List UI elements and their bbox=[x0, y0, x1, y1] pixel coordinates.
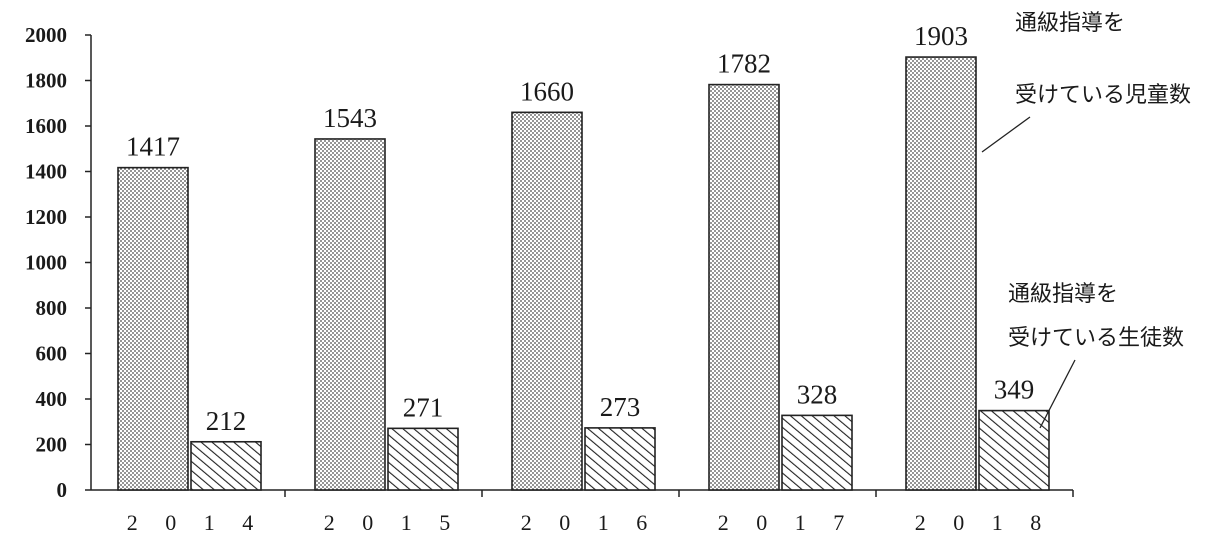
bar-students bbox=[190, 440, 262, 491]
legend-leader-line bbox=[1039, 359, 1076, 429]
x-tick-label: 2 0 1 6 bbox=[521, 510, 659, 535]
x-tick-label: 2 0 1 5 bbox=[324, 510, 462, 535]
data-label: 271 bbox=[403, 392, 444, 422]
y-tick-label: 1200 bbox=[25, 205, 67, 229]
y-tick-label: 1800 bbox=[25, 69, 67, 93]
data-label: 1417 bbox=[126, 132, 180, 162]
bar-children bbox=[314, 138, 386, 491]
legend-leader-line bbox=[981, 116, 1031, 153]
bar-students bbox=[584, 427, 656, 491]
bar-children bbox=[905, 56, 977, 491]
data-label: 328 bbox=[797, 379, 838, 409]
y-tick-label: 1000 bbox=[25, 251, 67, 275]
bar-children bbox=[117, 166, 189, 491]
bar-students bbox=[781, 414, 853, 491]
bars-group bbox=[117, 56, 1050, 491]
bar-children bbox=[708, 83, 780, 491]
data-label: 1660 bbox=[520, 76, 574, 106]
legend-label: 通級指導を bbox=[1008, 282, 1118, 307]
data-label: 1543 bbox=[323, 103, 377, 133]
bar-students bbox=[387, 427, 459, 491]
data-label: 349 bbox=[994, 375, 1035, 405]
x-tick-label: 2 0 1 8 bbox=[915, 510, 1053, 535]
y-tick-label: 600 bbox=[36, 342, 68, 366]
y-tick-label: 400 bbox=[36, 387, 68, 411]
x-tick-label: 2 0 1 7 bbox=[718, 510, 856, 535]
x-tick-label: 2 0 1 4 bbox=[127, 510, 265, 535]
data-label: 1782 bbox=[717, 49, 771, 79]
y-tick-label: 200 bbox=[36, 433, 68, 457]
data-label: 1903 bbox=[914, 21, 968, 51]
y-tick-label: 1600 bbox=[25, 114, 67, 138]
y-tick-label: 1400 bbox=[25, 160, 67, 184]
legend-label: 受けている児童数 bbox=[1015, 83, 1191, 108]
y-tick-label: 2000 bbox=[25, 23, 67, 47]
legend-label: 受けている生徒数 bbox=[1008, 326, 1184, 351]
axes-group: 0 200 400 600 800 1000 1200 1400 1600 1800 2000 2 0… bbox=[25, 23, 1074, 535]
bar-students bbox=[978, 409, 1050, 491]
data-labels-group: 1417 1543 1660 1782 1903 212 271 273 328 349 bbox=[126, 21, 1034, 436]
y-tick-label: 0 bbox=[57, 478, 68, 502]
y-tick-label: 800 bbox=[36, 296, 68, 320]
bar-children bbox=[511, 111, 583, 491]
legend-label: 通級指導を bbox=[1015, 11, 1125, 36]
data-label: 212 bbox=[206, 406, 247, 436]
data-label: 273 bbox=[600, 392, 641, 422]
